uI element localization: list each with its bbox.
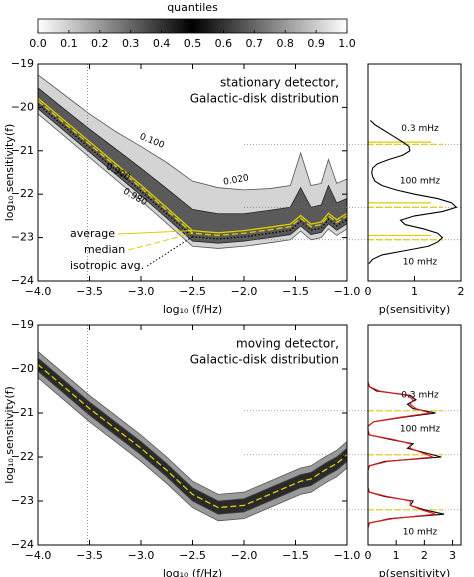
colorbar-tick-label: 0.0 bbox=[29, 37, 47, 50]
y-axis-label: log₁₀ sensitivity(f) bbox=[3, 124, 16, 222]
distribution bbox=[367, 382, 445, 528]
series-line bbox=[37, 364, 348, 509]
y-tick-label: −21 bbox=[11, 406, 34, 419]
distribution bbox=[368, 120, 458, 264]
x-tick-label: 0 bbox=[365, 285, 372, 298]
series-line bbox=[37, 108, 348, 244]
annotation: stationary detector, bbox=[220, 76, 339, 90]
x-tick-label: 1 bbox=[411, 285, 418, 298]
legend-leader bbox=[128, 232, 193, 251]
y-axis-label: log₁₀ sensitivity(f) bbox=[3, 386, 16, 484]
y-tick-label: −24 bbox=[11, 274, 34, 287]
series-line bbox=[37, 103, 348, 240]
series-line bbox=[37, 377, 348, 522]
y-tick-label: −21 bbox=[11, 144, 34, 157]
x-tick-label: −4.0 bbox=[25, 549, 52, 562]
colorbar-tick-label: 0.7 bbox=[246, 37, 264, 50]
x-tick-label: −3.5 bbox=[76, 285, 103, 298]
legend-leader bbox=[118, 230, 193, 235]
series-line bbox=[37, 74, 348, 191]
distribution bbox=[367, 382, 436, 528]
x-tick-label: −3.5 bbox=[76, 549, 103, 562]
y-tick-label: −23 bbox=[11, 494, 34, 507]
colorbar-tick-label: 0.5 bbox=[184, 37, 202, 50]
x-axis-label: log₁₀ (f/Hz) bbox=[163, 303, 222, 316]
frequency-label: 10 mHz bbox=[403, 527, 438, 537]
x-tick-label: 2 bbox=[458, 285, 465, 298]
x-tick-label: 3 bbox=[449, 549, 456, 562]
legend-label: average bbox=[70, 227, 115, 240]
y-tick-label: −19 bbox=[11, 318, 34, 331]
annotation: Galactic-disk distribution bbox=[190, 92, 339, 106]
y-tick-label: −22 bbox=[11, 450, 34, 463]
x-tick-label: −1.0 bbox=[334, 285, 361, 298]
x-tick-label: −3.0 bbox=[128, 285, 155, 298]
frequency-label: 0.3 mHz bbox=[401, 124, 439, 134]
frequency-label: 10 mHz bbox=[403, 257, 438, 267]
x-axis-label: p(sensitivity) bbox=[379, 567, 451, 577]
series-line bbox=[37, 351, 348, 495]
x-tick-label: 2 bbox=[421, 549, 428, 562]
series-line bbox=[37, 357, 348, 502]
x-tick-label: −3.0 bbox=[128, 549, 155, 562]
legend-label: isotropic avg. bbox=[70, 259, 144, 272]
contour-label: 0.020 bbox=[223, 173, 250, 187]
series-line bbox=[37, 100, 348, 237]
colorbar-title: quantiles bbox=[167, 1, 218, 14]
x-tick-label: −2.0 bbox=[231, 549, 258, 562]
series-line bbox=[37, 113, 348, 249]
quantile-band bbox=[38, 351, 347, 521]
x-tick-label: −2.5 bbox=[179, 285, 206, 298]
y-tick-label: −20 bbox=[11, 362, 34, 375]
y-tick-label: −19 bbox=[11, 57, 34, 70]
y-tick-label: −23 bbox=[11, 231, 34, 244]
y-tick-label: −20 bbox=[11, 100, 34, 113]
colorbar-tick-label: 0.9 bbox=[307, 37, 325, 50]
annotation: Galactic-disk distribution bbox=[190, 353, 339, 367]
x-tick-label: −2.5 bbox=[179, 549, 206, 562]
y-tick-label: −24 bbox=[11, 538, 34, 551]
annotation: moving detector, bbox=[236, 337, 339, 351]
x-tick-label: 1 bbox=[393, 549, 400, 562]
x-tick-label: −1.5 bbox=[282, 285, 309, 298]
x-tick-label: 0 bbox=[365, 549, 372, 562]
x-axis-label: log₁₀ (f/Hz) bbox=[163, 567, 222, 577]
colorbar-tick-label: 0.2 bbox=[91, 37, 109, 50]
frequency-label: 100 mHz bbox=[400, 177, 441, 187]
frequency-label: 100 mHz bbox=[400, 424, 441, 434]
colorbar-tick-label: 0.4 bbox=[153, 37, 171, 50]
legend-label: median bbox=[84, 243, 125, 256]
plot-frame bbox=[367, 324, 462, 546]
x-tick-label: −4.0 bbox=[25, 285, 52, 298]
legend-leader bbox=[146, 236, 193, 267]
x-tick-label: −1.0 bbox=[334, 549, 361, 562]
series-line bbox=[37, 370, 348, 515]
x-axis-label: p(sensitivity) bbox=[379, 303, 451, 316]
quantile-band bbox=[38, 74, 347, 249]
colorbar-tick-label: 0.1 bbox=[60, 37, 78, 50]
series-line bbox=[37, 87, 348, 215]
quantile-band bbox=[38, 87, 347, 244]
x-tick-label: −1.5 bbox=[282, 549, 309, 562]
colorbar-tick-label: 0.6 bbox=[215, 37, 233, 50]
series-line bbox=[37, 97, 348, 234]
colorbar-tick-label: 1.0 bbox=[338, 37, 356, 50]
y-tick-label: −22 bbox=[11, 187, 34, 200]
frequency-label: 0.3 mHz bbox=[401, 390, 439, 400]
x-tick-label: −2.0 bbox=[231, 285, 258, 298]
colorbar-tick-label: 0.8 bbox=[276, 37, 294, 50]
colorbar-tick-label: 0.3 bbox=[122, 37, 140, 50]
